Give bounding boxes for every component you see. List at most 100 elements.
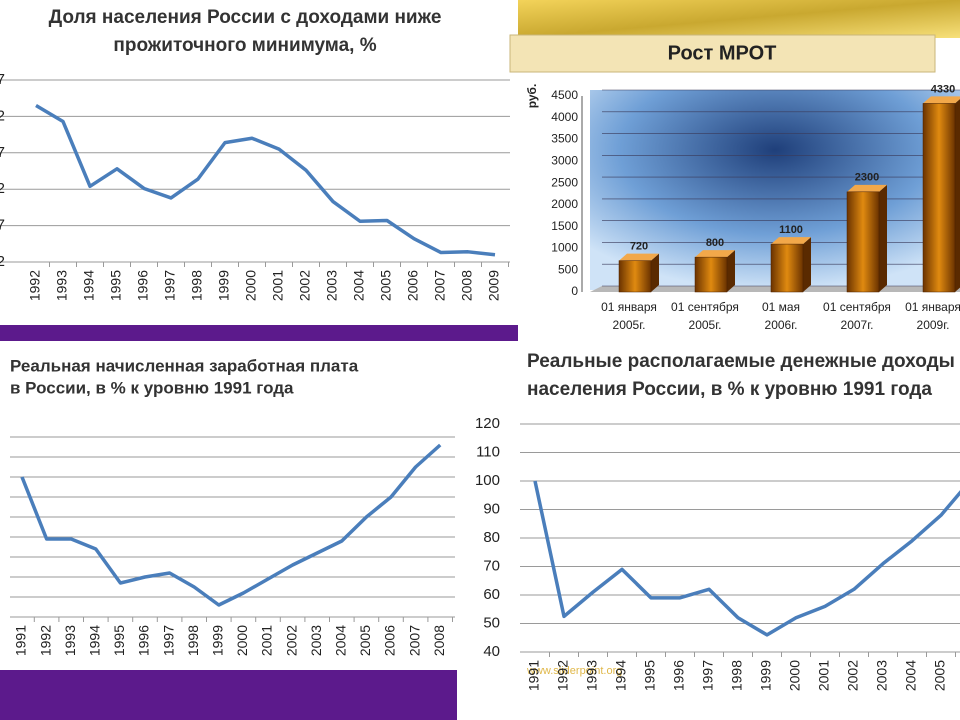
x-tick-label: 1997 bbox=[700, 660, 716, 691]
x-tick-label: 1994 bbox=[87, 625, 103, 656]
x-tick-label: 2006 bbox=[405, 270, 421, 301]
x-tick-label: 01 сентября bbox=[823, 300, 891, 314]
x-tick-label: 1992 bbox=[37, 625, 53, 656]
y-tick-label: 3500 bbox=[551, 132, 578, 146]
y-tick-label: 120 bbox=[475, 415, 500, 432]
y-tick-label: 37 bbox=[0, 71, 5, 88]
x-tick-label: 1998 bbox=[729, 660, 745, 691]
bar bbox=[922, 103, 956, 293]
x-tick-label: 1999 bbox=[210, 625, 226, 656]
y-tick-label: 17 bbox=[0, 217, 5, 234]
bar-top bbox=[771, 237, 811, 245]
x-tick-label: 1999 bbox=[758, 660, 774, 691]
bar-side bbox=[803, 237, 811, 292]
x-tick-label: 01 января bbox=[601, 300, 657, 314]
x-tick-label: 2007г. bbox=[841, 318, 874, 332]
y-tick-label: 50 bbox=[483, 614, 500, 631]
data-line bbox=[533, 480, 960, 637]
x-tick-label: 01 сентября bbox=[671, 300, 739, 314]
data-label: 2300 bbox=[855, 172, 879, 184]
y-tick-label: 70 bbox=[483, 557, 500, 574]
x-tick-label: 2005 bbox=[357, 625, 373, 656]
x-tick-label: 1995 bbox=[642, 660, 658, 691]
x-tick-label: 1996 bbox=[671, 660, 687, 691]
x-tick-label: 2005г. bbox=[689, 318, 722, 332]
y-tick-label: 100 bbox=[475, 472, 500, 489]
y-tick-label: 4000 bbox=[551, 110, 578, 124]
bar bbox=[694, 256, 728, 293]
x-tick-label: 1996 bbox=[135, 270, 151, 301]
y-tick-label: 27 bbox=[0, 144, 5, 161]
chart-title: населения России, в % к уровню 1991 года bbox=[527, 379, 932, 400]
x-tick-label: 1991 bbox=[13, 625, 29, 656]
x-tick-label: 2005 bbox=[378, 270, 394, 301]
x-tick-label: 1995 bbox=[108, 270, 124, 301]
x-tick-label: 2002 bbox=[297, 270, 313, 301]
y-tick-label: 500 bbox=[558, 262, 578, 276]
x-tick-label: 2008 bbox=[459, 270, 475, 301]
bar-side bbox=[727, 250, 735, 292]
purple-band bbox=[0, 325, 518, 341]
x-tick-label: 1998 bbox=[185, 625, 201, 656]
x-tick-label: 1992 bbox=[27, 270, 43, 301]
chart-title: в России, в % к уровню 1991 года bbox=[10, 378, 294, 397]
y-tick-label: 1000 bbox=[551, 241, 578, 255]
bar-side bbox=[651, 253, 659, 292]
y-tick-label: 0 bbox=[571, 284, 578, 298]
y-tick-label: 90 bbox=[483, 500, 500, 517]
y-tick-label: 80 bbox=[483, 529, 500, 546]
x-tick-label: 2002 bbox=[283, 625, 299, 656]
x-tick-label: 1993 bbox=[54, 270, 70, 301]
x-tick-label: 2004 bbox=[903, 660, 919, 691]
y-axis-label: руб. bbox=[525, 84, 539, 109]
header-image bbox=[518, 0, 960, 38]
x-tick-label: 2009г. bbox=[917, 318, 950, 332]
x-tick-label: 2000 bbox=[243, 270, 259, 301]
x-tick-label: 2006г. bbox=[765, 318, 798, 332]
bar-side bbox=[955, 99, 960, 292]
data-line bbox=[20, 443, 442, 607]
x-tick-label: 2006 bbox=[382, 625, 398, 656]
bar bbox=[846, 191, 880, 293]
data-label: 800 bbox=[706, 237, 724, 249]
chart-title: Рост МРОТ bbox=[668, 42, 777, 64]
x-tick-label: 2002 bbox=[845, 660, 861, 691]
y-tick-label: 2000 bbox=[551, 197, 578, 211]
x-tick-label: 2007 bbox=[406, 625, 422, 656]
y-tick-label: 2500 bbox=[551, 175, 578, 189]
x-tick-label: 2000 bbox=[787, 660, 803, 691]
x-tick-label: 2005 bbox=[932, 660, 948, 691]
title-box bbox=[509, 34, 936, 73]
bar-top bbox=[619, 253, 659, 261]
x-tick-label: 1995 bbox=[111, 625, 127, 656]
x-tick-label: 2009 bbox=[486, 270, 502, 301]
y-tick-label: 110 bbox=[476, 443, 500, 460]
x-tick-label: 2008 bbox=[431, 625, 447, 656]
data-label: 1100 bbox=[779, 224, 803, 236]
chart-title: Реальная начисленная заработная плата bbox=[10, 356, 359, 375]
y-tick-label: 32 bbox=[0, 107, 5, 124]
x-tick-label: 2005г. bbox=[613, 318, 646, 332]
y-tick-label: 40 bbox=[483, 643, 500, 660]
x-tick-label: 01 января bbox=[905, 300, 960, 314]
y-tick-label: 12 bbox=[0, 253, 5, 270]
x-tick-label: 01 мая bbox=[762, 300, 800, 314]
data-line bbox=[35, 103, 496, 257]
bar bbox=[618, 260, 652, 293]
bar-side bbox=[879, 184, 887, 292]
purple-band bbox=[0, 670, 457, 720]
x-tick-label: 2003 bbox=[324, 270, 340, 301]
x-tick-label: 1999 bbox=[216, 270, 232, 301]
x-tick-label: 2003 bbox=[874, 660, 890, 691]
y-tick-label: 3000 bbox=[551, 154, 578, 168]
x-tick-label: 2004 bbox=[333, 625, 349, 656]
data-label: 4330 bbox=[931, 83, 955, 95]
x-tick-label: 1997 bbox=[160, 625, 176, 656]
x-tick-label: 1993 bbox=[584, 660, 600, 691]
chart-title: прожиточного минимума, % bbox=[113, 35, 376, 56]
y-tick-label: 4500 bbox=[551, 88, 578, 102]
x-tick-label: 1991 bbox=[526, 660, 542, 691]
bar-top bbox=[695, 250, 735, 258]
x-tick-label: 2001 bbox=[270, 270, 286, 301]
